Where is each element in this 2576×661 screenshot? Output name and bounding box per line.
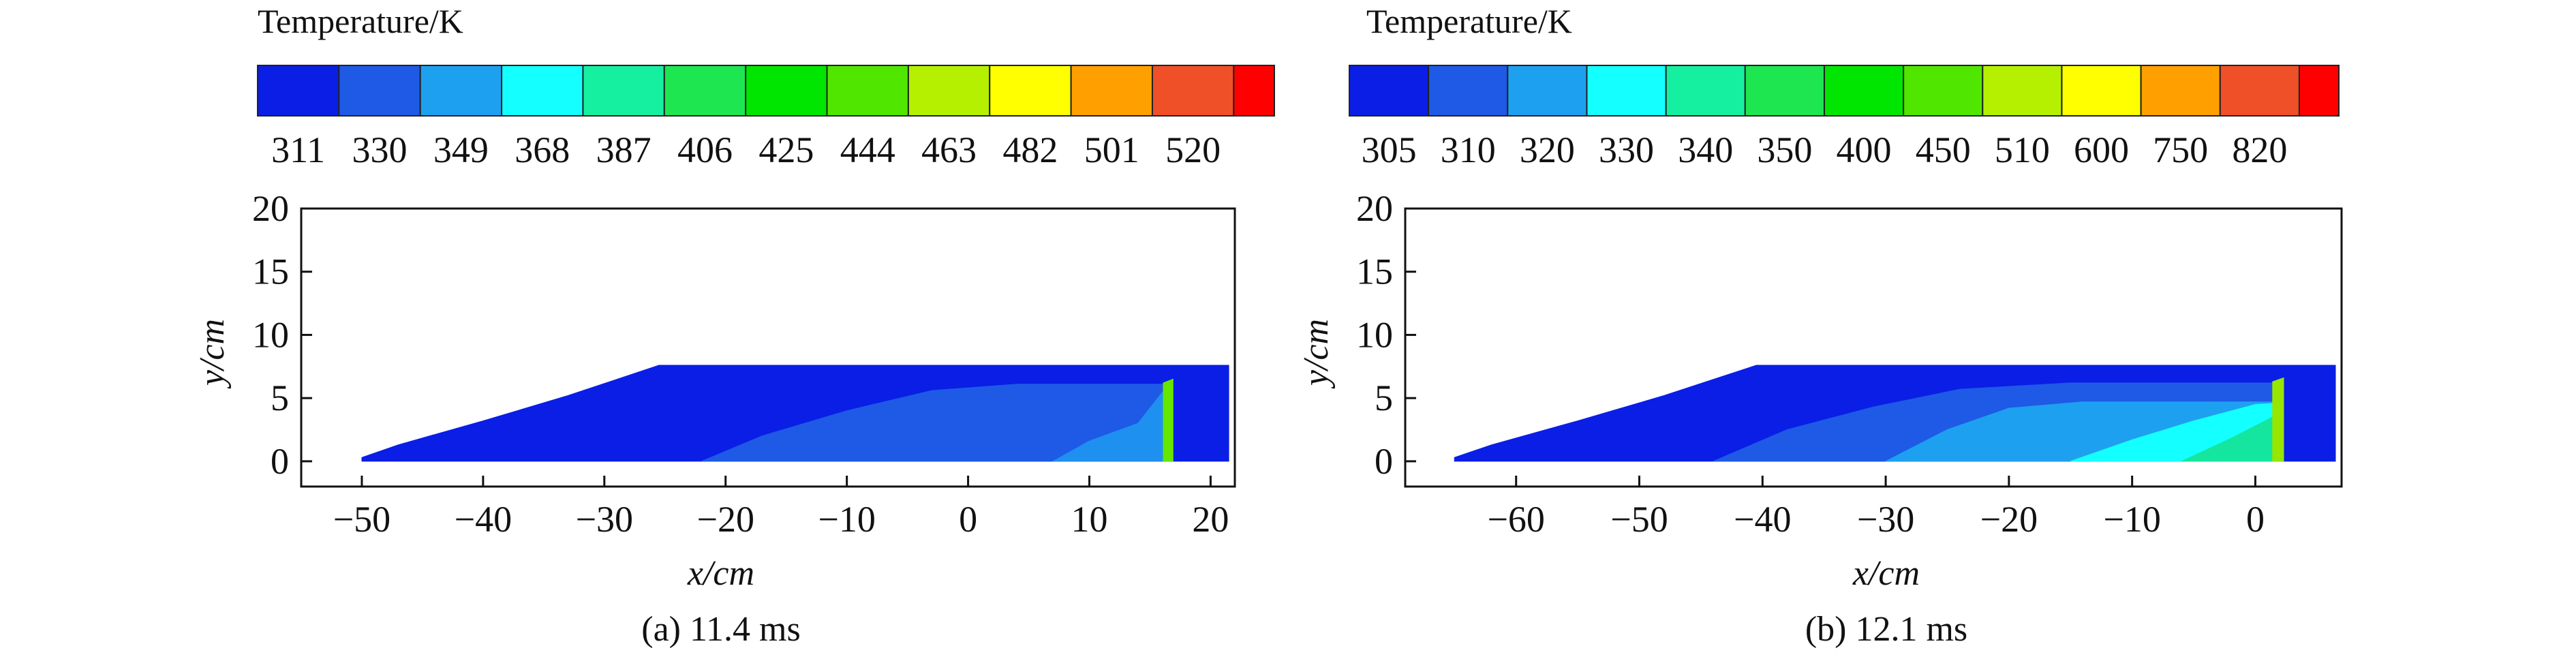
- colorbar-swatch: [501, 65, 584, 117]
- colorbar-swatch: [663, 65, 747, 117]
- colorbar-tick-label: 330: [1599, 129, 1654, 170]
- colorbar: [1349, 65, 2340, 117]
- colorbar-swatch: [1744, 65, 1825, 117]
- colorbar-swatch: [338, 65, 421, 117]
- colorbar-swatch: [1507, 65, 1588, 117]
- colorbar-tick-label: 368: [515, 129, 570, 170]
- colorbar-swatch: [2219, 65, 2300, 117]
- colorbar-swatch: [907, 65, 991, 117]
- panel-a: Temperature/K 311 330 349 368 387 406 425 444 46…: [193, 2, 1275, 649]
- plot-frame: [1404, 207, 2343, 488]
- plot-area: −60 −50 −40 −30 −20 −10 0 0 5 10 15 20: [1356, 188, 2343, 540]
- y-tick-label: 5: [1375, 378, 1393, 418]
- colorbar-tick-labels: 311 330 349 368 387 406 425 444 463 482 501 520: [271, 129, 1221, 170]
- colorbar-tick-label: 482: [1002, 129, 1058, 170]
- colorbar-swatch: [989, 65, 1072, 117]
- y-tick-label: 10: [1356, 314, 1393, 355]
- y-axis-label: y/cm: [193, 319, 232, 389]
- temperature-region: [1052, 386, 1167, 462]
- colorbar-swatch: [2061, 65, 2142, 117]
- y-axis-label: y/cm: [1297, 319, 1336, 389]
- colorbar-swatch: [1982, 65, 2063, 117]
- colorbar-tick-label: 510: [1995, 129, 2050, 170]
- colorbar-swatch: [745, 65, 828, 117]
- x-tick-label: −10: [818, 499, 875, 540]
- x-tick-label: −20: [1980, 499, 2038, 540]
- panel-caption: (b) 12.1 ms: [1805, 610, 1967, 649]
- x-tick-label: −20: [696, 499, 754, 540]
- colorbar-tick-label: 600: [2074, 129, 2129, 170]
- colorbar-tick-label: 450: [1916, 129, 1971, 170]
- x-tick-label: 20: [1192, 499, 1229, 540]
- colorbar-swatch: [1428, 65, 1509, 117]
- colorbar-swatch: [1070, 65, 1153, 117]
- colorbar-tick-label: 750: [2153, 129, 2208, 170]
- x-tick-label: −10: [2103, 499, 2160, 540]
- x-tick-label: −30: [576, 499, 633, 540]
- colorbar-swatch: [1586, 65, 1667, 117]
- colorbar-tick-label: 320: [1520, 129, 1575, 170]
- colorbar-tick-label: 311: [271, 129, 325, 170]
- colorbar-swatch: [1823, 65, 1905, 117]
- colorbar-tick-label: 349: [433, 129, 489, 170]
- colorbar-tick-label: 305: [1362, 129, 1417, 170]
- colorbar: [257, 65, 1275, 117]
- y-tick-label: 5: [271, 378, 289, 418]
- y-tick-label: 10: [252, 314, 289, 355]
- colorbar-tick-label: 387: [596, 129, 651, 170]
- colorbar-tick-label: 310: [1441, 129, 1496, 170]
- colorbar-tick-label: 820: [2232, 129, 2287, 170]
- colorbar-swatch: [826, 65, 909, 117]
- colorbar-swatch: [257, 65, 340, 117]
- colorbar-tick-label: 463: [921, 129, 977, 170]
- colorbar-tick-label: 350: [1757, 129, 1812, 170]
- panel-caption: (a) 11.4 ms: [641, 610, 800, 649]
- y-tick-label: 0: [1375, 441, 1393, 482]
- y-tick-label: 15: [252, 251, 289, 292]
- x-tick-label: 0: [959, 499, 977, 540]
- colorbar-tick-label: 501: [1084, 129, 1139, 170]
- colorbar-swatch: [1903, 65, 1984, 117]
- x-tick-label: −50: [333, 499, 390, 540]
- x-tick-label: −40: [1734, 499, 1791, 540]
- colorbar-swatch: [1665, 65, 1746, 117]
- colorbar-tick-label: 330: [352, 129, 408, 170]
- y-tick-label: 0: [271, 441, 289, 482]
- colorbar-tick-label: 425: [758, 129, 814, 170]
- colorbar-tick-label: 406: [677, 129, 733, 170]
- x-tick-label: −50: [1610, 499, 1668, 540]
- colorbar-swatch: [1151, 65, 1235, 117]
- colorbar-tick-label: 520: [1165, 129, 1221, 170]
- colorbar-swatch: [1349, 65, 1430, 117]
- colorbar-swatch: [582, 65, 665, 117]
- plot-frame: [300, 207, 1236, 488]
- colorbar-tick-labels: 305 310 320 330 340 350 400 450 510 600 750 820: [1362, 129, 2288, 170]
- colorbar-swatch: [2298, 65, 2340, 117]
- temperature-region: [2272, 377, 2284, 462]
- colorbar-swatch: [2140, 65, 2221, 117]
- x-tick-label: −60: [1487, 499, 1544, 540]
- temperature-region: [1163, 378, 1174, 462]
- panel-b: Temperature/K 305 310 320 330 340 350 400 450 51…: [1297, 2, 2343, 649]
- colorbar-tick-label: 340: [1678, 129, 1733, 170]
- x-tick-label: −40: [455, 499, 512, 540]
- x-axis-label: x/cm: [687, 554, 754, 593]
- colorbar-swatch: [1233, 65, 1275, 117]
- colorbar-swatch: [419, 65, 503, 117]
- colorbar-title: Temperature/K: [1366, 2, 1572, 40]
- x-tick-label: 10: [1071, 499, 1107, 540]
- colorbar-title: Temperature/K: [258, 2, 463, 40]
- x-tick-label: 0: [2246, 499, 2265, 540]
- colorbar-tick-label: 400: [1837, 129, 1892, 170]
- y-tick-label: 15: [1356, 251, 1393, 292]
- y-tick-label: 20: [1356, 188, 1393, 229]
- x-axis-label: x/cm: [1852, 554, 1920, 593]
- plot-area: −50 −40 −30 −20 −10 0 10 20 0 5 10 15 20: [252, 188, 1236, 540]
- y-tick-label: 20: [252, 188, 289, 229]
- colorbar-tick-label: 444: [840, 129, 895, 170]
- x-tick-label: −30: [1857, 499, 1914, 540]
